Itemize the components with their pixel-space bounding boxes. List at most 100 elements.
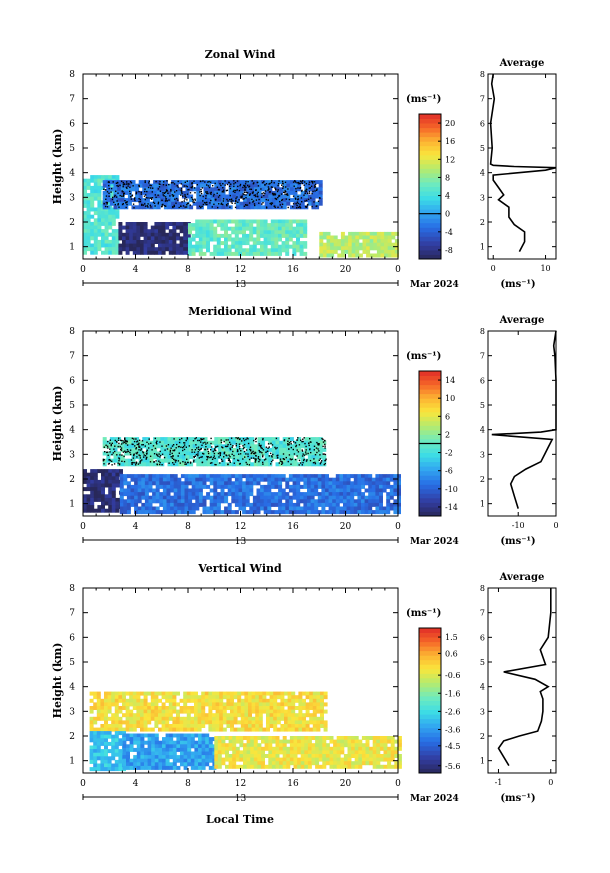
colorbar-swatch	[419, 493, 441, 499]
contour-speck	[227, 459, 230, 462]
heat-cell	[151, 733, 156, 738]
heat-cell	[137, 481, 142, 486]
contour-speck	[257, 196, 259, 198]
heat-cell	[141, 495, 146, 500]
contour-speck	[254, 194, 256, 196]
average-profile-line	[489, 73, 557, 252]
heat-cell	[293, 198, 298, 203]
contour-speck	[160, 206, 163, 208]
contour-speck	[200, 447, 202, 450]
y-tick-label: 8	[69, 327, 75, 337]
heat-cell	[337, 246, 342, 251]
heat-cell	[296, 510, 301, 515]
heat-cell	[286, 455, 291, 460]
heat-cell	[317, 495, 322, 500]
heat-cell	[148, 481, 153, 486]
heat-cell	[86, 207, 91, 212]
heat-cell	[393, 481, 398, 486]
heat-cell	[86, 211, 91, 216]
heat-cell	[191, 492, 196, 497]
contour-speck	[185, 463, 187, 465]
heat-cell	[300, 444, 305, 449]
heat-cell	[89, 759, 94, 764]
heat-cell	[198, 223, 203, 228]
heat-cell	[198, 502, 203, 507]
heat-cell	[93, 741, 98, 746]
colorbar-swatch	[419, 141, 441, 147]
heat-cell	[256, 495, 261, 500]
contour-speck	[288, 437, 290, 440]
heat-cell	[207, 190, 212, 195]
colorbar-tick-label: 14	[445, 376, 455, 385]
heat-cell	[286, 437, 291, 442]
heat-cell	[299, 484, 304, 489]
heat-cell	[101, 479, 105, 484]
heat-cell	[266, 716, 270, 721]
heat-cell	[263, 244, 268, 249]
heat-cell	[126, 733, 130, 738]
heat-cell	[198, 481, 203, 486]
heat-cell	[104, 691, 108, 696]
heat-cell	[130, 477, 135, 482]
contour-speck	[111, 198, 114, 201]
heat-cell	[376, 253, 381, 258]
heat-cell	[188, 477, 193, 482]
contour-speck	[260, 447, 262, 449]
contour-speck	[131, 443, 133, 445]
average-x-tick-label: 10	[540, 264, 550, 273]
contour-speck	[162, 203, 164, 206]
contour-speck	[301, 190, 303, 192]
heat-cell	[228, 440, 233, 445]
heat-cell	[335, 499, 340, 504]
heat-cell	[171, 437, 176, 442]
heat-cell	[167, 205, 172, 210]
colorbar-swatch	[419, 407, 441, 413]
heat-cell	[202, 237, 207, 242]
contour-speck	[174, 191, 176, 193]
heat-cell	[97, 214, 102, 219]
heat-cell	[249, 492, 254, 497]
heat-cell	[147, 250, 152, 255]
heat-cell	[167, 455, 172, 460]
heat-cell	[140, 751, 145, 756]
contour-speck	[108, 181, 110, 184]
heat-cell	[305, 727, 310, 732]
contour-speck	[305, 199, 308, 202]
heat-cell	[314, 506, 319, 511]
heat-cell	[143, 225, 148, 230]
contour-speck	[191, 449, 193, 451]
contour-speck	[127, 185, 129, 187]
heat-cell	[284, 698, 288, 703]
heat-cell	[304, 190, 309, 195]
heat-cell	[104, 225, 109, 230]
heat-cell	[307, 201, 312, 206]
heat-cell	[214, 201, 219, 206]
heat-cell	[162, 488, 167, 493]
contour-speck	[195, 437, 197, 439]
heat-cell	[126, 484, 131, 489]
heat-cell	[144, 499, 149, 504]
heat-cell	[101, 185, 105, 190]
contour-speck	[122, 181, 124, 184]
contour-speck	[199, 191, 201, 193]
heat-cell	[185, 180, 190, 185]
heat-cell	[280, 716, 285, 721]
heat-cell	[111, 738, 116, 743]
heat-cell	[119, 492, 124, 497]
heat-cell	[207, 205, 212, 210]
heat-cell	[198, 474, 203, 479]
heat-cell	[93, 207, 98, 212]
heat-cell	[371, 492, 376, 497]
heat-cell	[206, 474, 211, 479]
heat-cell	[147, 765, 152, 770]
heat-cell	[119, 481, 124, 486]
contour-speck	[280, 193, 283, 195]
heat-cell	[183, 222, 188, 226]
heat-cell	[316, 709, 321, 714]
contour-speck	[313, 449, 315, 451]
contour-speck	[165, 199, 167, 202]
contour-speck	[324, 462, 326, 465]
heat-cell	[172, 240, 177, 244]
contour-speck	[322, 438, 324, 441]
heat-cell	[132, 229, 137, 234]
